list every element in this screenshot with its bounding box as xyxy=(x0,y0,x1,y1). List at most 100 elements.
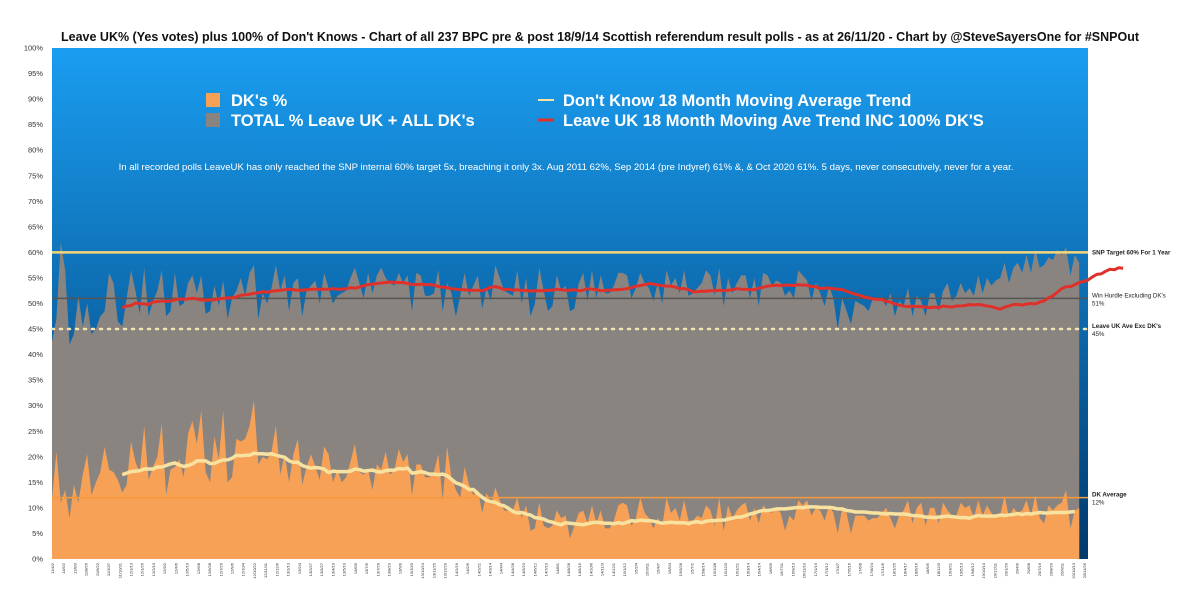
x-tick-label: 12/7/26 xyxy=(218,562,223,576)
x-tick-label: 20/9/11 xyxy=(1060,562,1065,576)
x-tick-label: 16/9/13 xyxy=(790,562,795,576)
x-tick-label: 14/2/6 xyxy=(465,562,470,574)
refline-label-win-hurdle: Win Hurdle Excluding DK's xyxy=(1092,292,1166,299)
y-tick-label: 85% xyxy=(28,120,43,129)
y-tick-label: 35% xyxy=(28,376,43,385)
x-tick-label: 14/1/16 xyxy=(454,562,459,576)
x-tick-label: 11/8/26 xyxy=(84,562,89,576)
x-tick-label: 17/6/8 xyxy=(858,562,863,574)
x-tick-label: 13/5/19 xyxy=(342,562,347,576)
x-tick-label: 11/4/2 xyxy=(50,562,55,574)
y-tick-label: 100% xyxy=(24,44,44,53)
x-tick-label: 13/4/19 xyxy=(330,562,335,576)
series-area-dk xyxy=(52,400,1080,559)
x-tick-label: 13/3/27 xyxy=(319,562,324,576)
x-tick-label: 14/8/1 xyxy=(555,562,560,574)
y-tick-label: 95% xyxy=(28,69,43,78)
x-tick-label: 13/1/13 xyxy=(286,562,291,576)
legend-swatch-leave-total xyxy=(206,113,220,127)
x-tick-label: 12/12/6 xyxy=(274,562,279,576)
x-tick-label: 12/9/6 xyxy=(229,562,234,574)
x-tick-label: 14/3/14 xyxy=(487,562,492,576)
refline-label-snp-target: SNP Target 60% For 1 Year xyxy=(1092,249,1171,256)
x-tick-label: 13/8/23 xyxy=(387,562,392,576)
y-tick-label: 60% xyxy=(28,248,43,257)
x-tick-label: 15/1/12 xyxy=(622,562,627,576)
y-tick-label: 70% xyxy=(28,197,43,206)
x-tick-label: 19/8/12 xyxy=(970,562,975,576)
y-tick-label: 50% xyxy=(28,299,43,308)
x-tick-label: 13/7/29 xyxy=(375,562,380,576)
legend-swatch-dk xyxy=(206,93,220,107)
x-tick-label: 16/7/11 xyxy=(779,562,784,576)
x-tick-label: 19/3/21 xyxy=(947,562,952,576)
x-tick-label: 15/7/2 xyxy=(689,562,694,574)
x-tick-label: 14/8/28 xyxy=(566,562,571,576)
x-tick-label: 20/6/8 xyxy=(1026,562,1031,574)
x-tick-label: 17/4/7 xyxy=(835,562,840,574)
chart-title: Leave UK% (Yes votes) plus 100% of Don't… xyxy=(61,30,1140,44)
y-tick-label: 25% xyxy=(28,427,43,436)
x-tick-label: 16/4/14 xyxy=(757,562,762,576)
x-tick-label: 19/12/11 xyxy=(992,562,997,578)
x-tick-label: 13/12/20 xyxy=(443,562,448,578)
x-tick-label: 13/11/25 xyxy=(431,562,436,578)
legend-label-leave-trend: Leave UK 18 Month Moving Ave Trend INC 1… xyxy=(563,112,984,130)
y-tick-label: 10% xyxy=(28,503,43,512)
x-tick-label: 13/2/27 xyxy=(308,562,313,576)
x-tick-label: 12/4/6 xyxy=(173,562,178,574)
y-tick-label: 40% xyxy=(28,350,43,359)
chart-annotation: In all recorded polls LeaveUK has only r… xyxy=(119,162,1014,173)
y-tick-label: 75% xyxy=(28,171,43,180)
refline-value-dk-average: 12% xyxy=(1092,500,1105,507)
x-tick-label: 17/5/16 xyxy=(846,562,851,576)
x-tick-label: 14/6/12 xyxy=(532,562,537,576)
x-tick-label: 15/10/8 xyxy=(712,562,717,576)
x-tick-label: 20/1/29 xyxy=(1003,562,1008,576)
x-tick-label: 17/1/19 xyxy=(813,562,818,576)
x-tick-label: 11/5/2 xyxy=(61,562,66,574)
x-tick-label: 11/10/7 xyxy=(106,562,111,576)
y-tick-label: 5% xyxy=(32,529,43,538)
refline-label-dk-average: DK Average xyxy=(1092,492,1127,499)
series-line-dk-trend xyxy=(121,451,1076,527)
x-tick-label: 14/7/10 xyxy=(544,562,549,576)
y-tick-label: 55% xyxy=(28,273,43,282)
y-tick-label: 65% xyxy=(28,222,43,231)
x-tick-label: 13/7/5 xyxy=(364,562,369,574)
x-tick-label: 13/10/3 xyxy=(409,562,414,576)
x-tick-label: 18/9/5 xyxy=(925,562,930,574)
x-tick-label: 19/5/13 xyxy=(959,562,964,576)
legend: DK's % TOTAL % Leave UK + ALL DK's Don't… xyxy=(206,92,984,130)
x-tick-label: 17/11/6 xyxy=(880,562,885,576)
x-tick-label: 14/12/1 xyxy=(611,562,616,576)
x-tick-label: 12/10/4 xyxy=(241,562,246,576)
x-tick-label: 12/1/13 xyxy=(129,562,134,576)
x-tick-label: 12/6/28 xyxy=(207,562,212,576)
x-tick-label: 15/5/28 xyxy=(678,562,683,576)
x-tick-label: 20/7/16 xyxy=(1037,562,1042,576)
legend-label-dk-trend: Don't Know 18 Month Moving Average Trend xyxy=(563,92,911,110)
x-tick-label: 11/10/31 xyxy=(117,562,122,578)
x-tick-label: 12/3/2 xyxy=(162,562,167,574)
x-tick-label: 18/1/25 xyxy=(891,562,896,576)
x-tick-label: 13/9/9 xyxy=(398,562,403,574)
x-tick-label: 16/1/21 xyxy=(734,562,739,576)
x-tick-label: 12/5/10 xyxy=(185,562,190,576)
x-tick-label: 12/6/8 xyxy=(196,562,201,574)
x-tick-label: 18/12/3 xyxy=(936,562,941,576)
series-line-leave-trend xyxy=(121,266,1124,311)
x-tick-label: 14/2/21 xyxy=(476,562,481,576)
x-tick-label: 20/10/13 xyxy=(1071,562,1076,578)
refline-value-leave-ave-exc-dk: 45% xyxy=(1092,331,1105,338)
x-tick-label: 12/11/11 xyxy=(263,562,268,578)
x-tick-label: 13/2/4 xyxy=(297,562,302,574)
x-tick-label: 16/6/9 xyxy=(768,562,773,574)
x-tick-label: 16/3/14 xyxy=(745,562,750,576)
x-tick-label: 15/2/4 xyxy=(633,562,638,574)
x-tick-label: 15/3/11 xyxy=(645,562,650,576)
x-tick-label: 15/12/3 xyxy=(723,562,728,576)
x-tick-label: 20/8/20 xyxy=(1048,562,1053,576)
